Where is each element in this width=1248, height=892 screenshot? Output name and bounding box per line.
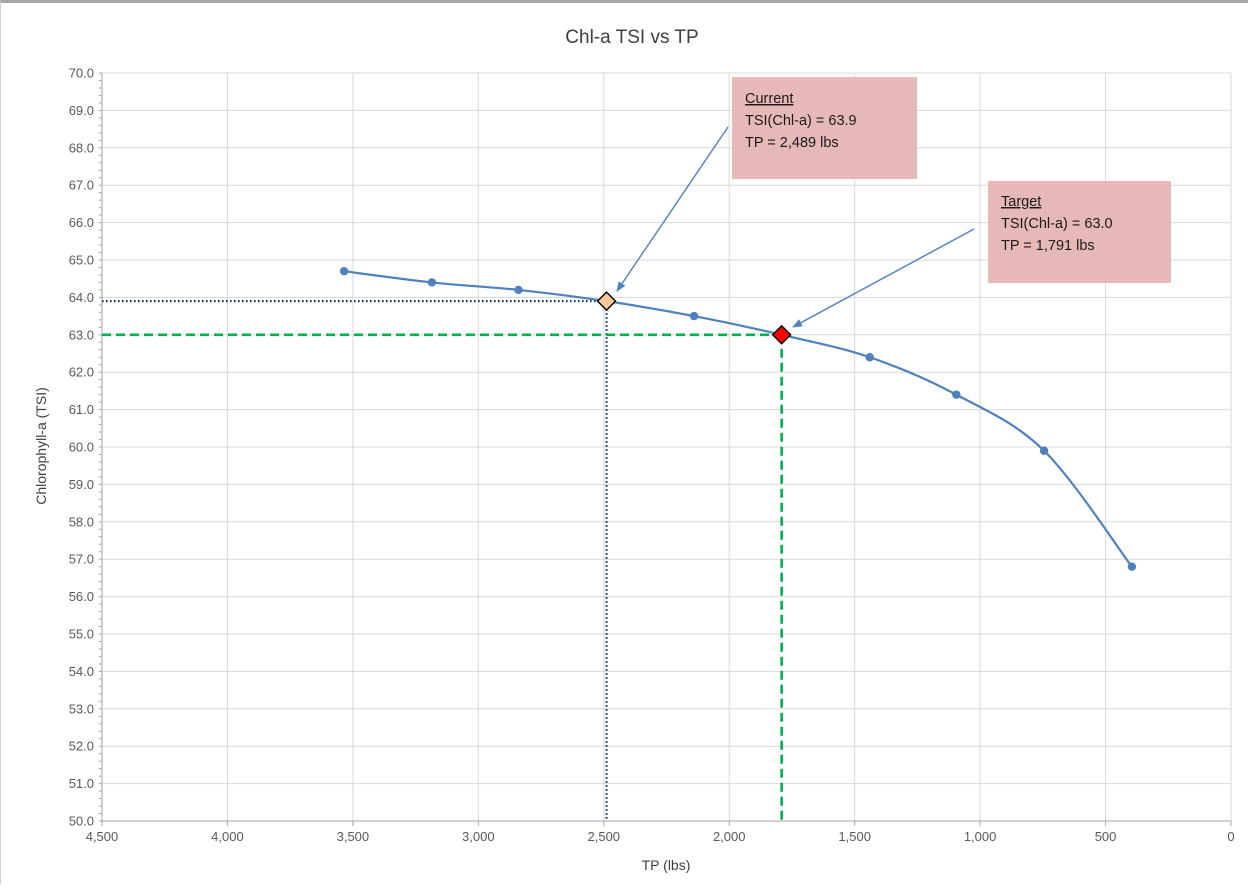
y-tick-label: 70.0 bbox=[69, 66, 94, 81]
y-tick-label: 53.0 bbox=[69, 701, 94, 716]
target-annotation-tp: TP = 1,791 lbs bbox=[1001, 238, 1095, 254]
y-tick-label: 54.0 bbox=[69, 664, 94, 679]
current-annotation-box bbox=[732, 77, 917, 179]
chart-svg: Chl-a TSI vs TP 50.0 51.0 52.0 53.0 54.0 55.0… bbox=[33, 27, 1235, 873]
data-point bbox=[689, 311, 699, 321]
y-tick-label: 65.0 bbox=[69, 253, 94, 268]
current-annotation-tp: TP = 2,489 lbs bbox=[745, 135, 839, 151]
y-tick-label: 56.0 bbox=[69, 589, 94, 604]
y-tick-label: 62.0 bbox=[69, 365, 94, 380]
y-tick-label: 64.0 bbox=[69, 290, 94, 305]
target-annotation-box bbox=[988, 181, 1171, 283]
y-tick-label: 57.0 bbox=[69, 552, 94, 567]
y-tick-label: 60.0 bbox=[69, 440, 94, 455]
x-axis-title: TP (lbs) bbox=[642, 857, 691, 873]
y-tick-labels: 50.0 51.0 52.0 53.0 54.0 55.0 56.0 57.0 58.0 59.0… bbox=[69, 66, 94, 829]
target-annotation-title: Target bbox=[1001, 194, 1041, 210]
y-tick-label: 51.0 bbox=[69, 776, 94, 791]
x-tick-label: 2,000 bbox=[713, 829, 746, 844]
data-point bbox=[952, 390, 961, 399]
chart-title: Chl-a TSI vs TP bbox=[565, 27, 698, 48]
series-line bbox=[343, 270, 1133, 568]
y-tick-label: 61.0 bbox=[69, 402, 94, 417]
current-arrow bbox=[616, 126, 729, 292]
y-tick-label: 68.0 bbox=[69, 140, 94, 155]
reference-lines bbox=[102, 300, 783, 821]
y-tick-label: 69.0 bbox=[69, 103, 94, 118]
y-tick-label: 52.0 bbox=[69, 739, 94, 754]
current-annotation: Current TSI(Chl-a) = 63.9 TP = 2,489 lbs bbox=[616, 77, 917, 292]
data-point bbox=[1039, 446, 1049, 455]
y-axis-title: Chlorophyll-a (TSI) bbox=[33, 387, 49, 504]
target-arrow bbox=[792, 228, 975, 328]
data-point bbox=[427, 278, 437, 287]
x-tick-label: 3,000 bbox=[462, 829, 495, 844]
axes bbox=[99, 72, 1232, 826]
y-tick-label: 50.0 bbox=[69, 814, 94, 829]
x-tick-label: 3,500 bbox=[337, 829, 370, 844]
y-tick-label: 59.0 bbox=[69, 477, 94, 492]
data-point bbox=[339, 267, 349, 276]
x-tick-label: 0 bbox=[1227, 829, 1234, 844]
y-tick-label: 58.0 bbox=[69, 514, 94, 529]
target-point-marker bbox=[771, 324, 792, 345]
highlight-markers bbox=[596, 291, 792, 345]
y-tick-label: 67.0 bbox=[69, 178, 94, 193]
x-tick-label: 4,000 bbox=[211, 829, 244, 844]
data-series bbox=[339, 267, 1137, 571]
x-tick-label: 4,500 bbox=[86, 829, 119, 844]
x-tick-labels: 4,500 4,000 3,500 3,000 2,500 2,000 1,500 1,000… bbox=[86, 829, 1235, 844]
target-annotation-tsi: TSI(Chl-a) = 63.0 bbox=[1001, 216, 1113, 232]
x-tick-label: 500 bbox=[1095, 829, 1117, 844]
data-point bbox=[514, 285, 523, 295]
y-tick-label: 63.0 bbox=[69, 327, 94, 342]
data-point bbox=[865, 353, 874, 362]
target-annotation: Target TSI(Chl-a) = 63.0 TP = 1,791 lbs bbox=[792, 181, 1171, 328]
current-annotation-title: Current bbox=[745, 91, 793, 107]
x-tick-label: 1,000 bbox=[964, 829, 997, 844]
x-tick-label: 1,500 bbox=[838, 829, 871, 844]
current-point-marker bbox=[596, 291, 617, 312]
x-tick-label: 2,500 bbox=[588, 829, 621, 844]
data-point bbox=[1127, 562, 1137, 571]
y-tick-label: 55.0 bbox=[69, 627, 94, 642]
y-tick-label: 66.0 bbox=[69, 215, 94, 230]
current-annotation-tsi: TSI(Chl-a) = 63.9 bbox=[745, 113, 857, 129]
